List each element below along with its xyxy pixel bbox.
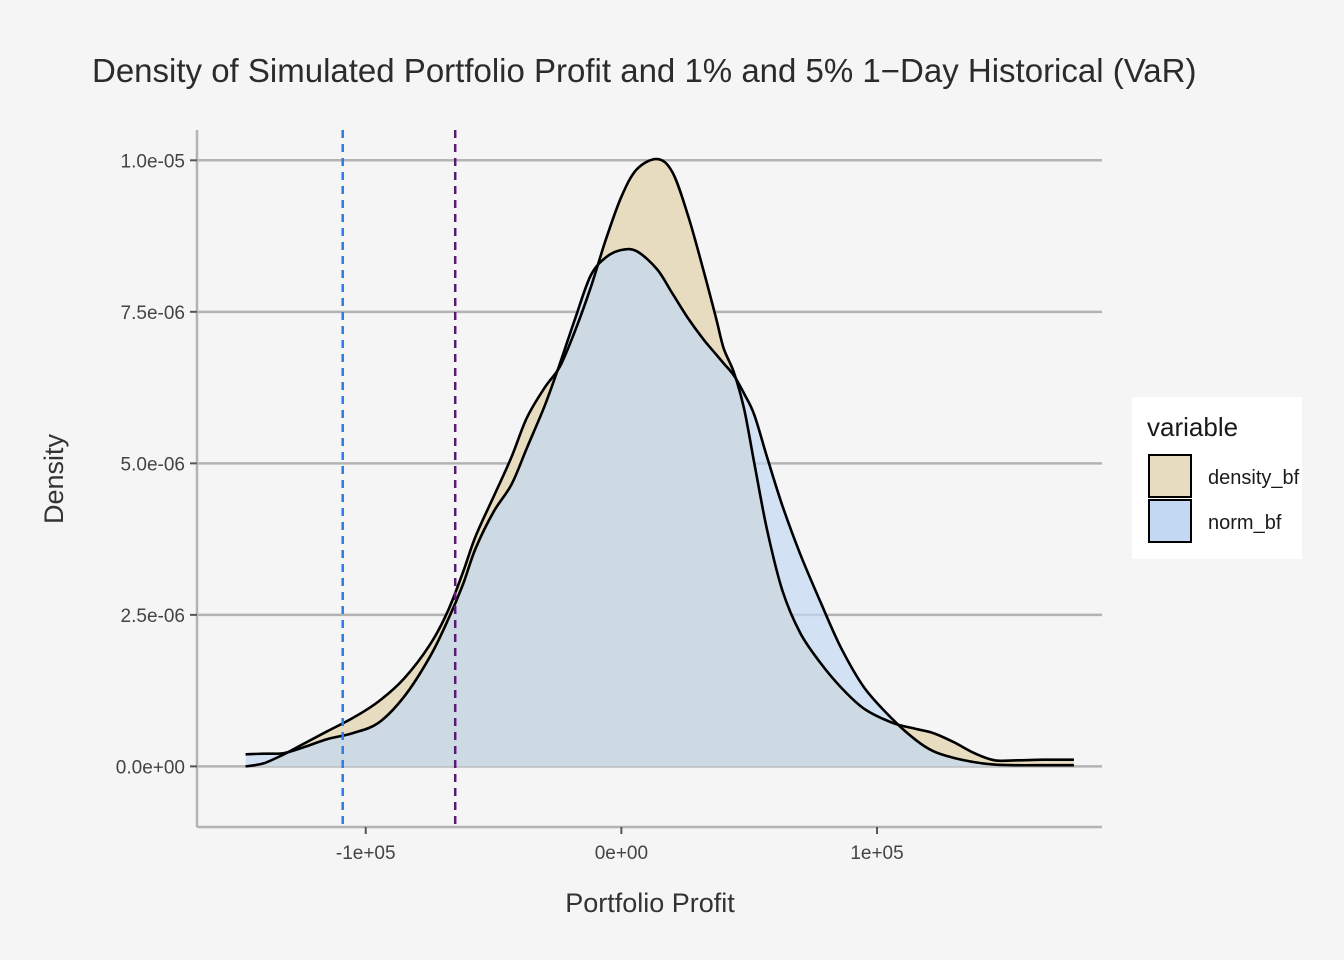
y-axis-title: Density — [39, 433, 69, 524]
y-tick-label-0: 0.0e+00 — [116, 757, 185, 778]
curve-density_bf — [245, 157, 1074, 768]
legend-key-density-bf — [1148, 454, 1192, 498]
legend-title: variable — [1147, 412, 1238, 442]
density-areas — [245, 157, 1074, 768]
var-lines — [341, 130, 457, 827]
x-tick-label-1: 0e+00 — [595, 843, 648, 864]
chart-title: Density of Simulated Portfolio Profit an… — [92, 52, 1196, 89]
legend: variable density_bf norm_bf — [1132, 397, 1302, 559]
curve-norm_bf — [245, 247, 1074, 767]
axes: 0.0e+00 2.5e-06 5.0e-06 7.5e-06 1.0e-05 -1e+0… — [116, 130, 1102, 864]
x-tick-label-2: 1e+05 — [850, 843, 903, 864]
legend-key-norm-bf — [1148, 499, 1192, 543]
x-axis-title: Portfolio Profit — [565, 888, 735, 918]
legend-label-density-bf: density_bf — [1208, 467, 1300, 489]
y-tick-label-2: 5.0e-06 — [121, 454, 185, 475]
x-tick-label-0: -1e+05 — [336, 843, 396, 864]
y-tick-label-1: 2.5e-06 — [121, 606, 185, 627]
y-tick-label-3: 7.5e-06 — [121, 303, 185, 324]
area-norm_bf — [245, 249, 1074, 767]
y-tick-label-4: 1.0e-05 — [121, 151, 185, 172]
legend-label-norm-bf: norm_bf — [1208, 512, 1282, 534]
